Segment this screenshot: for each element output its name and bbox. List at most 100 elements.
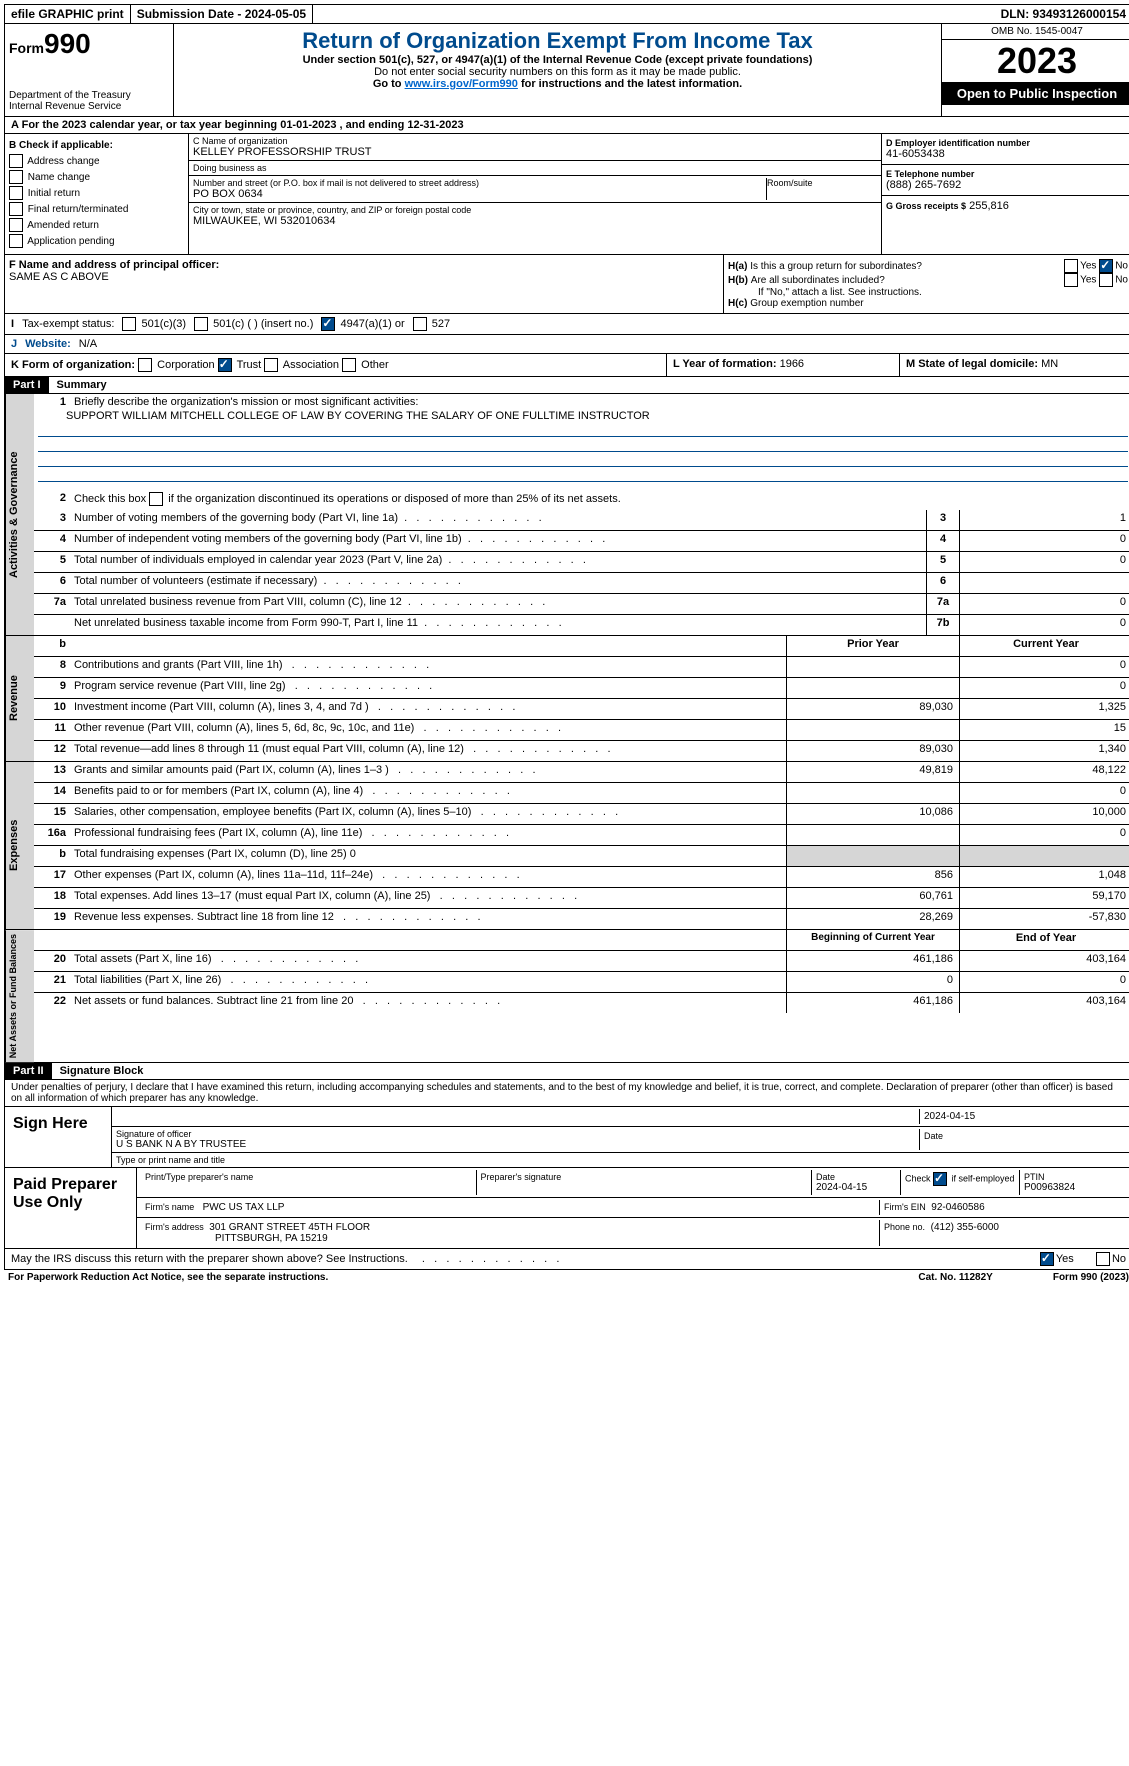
data-row: 14 Benefits paid to or for members (Part…	[34, 783, 1129, 804]
no-label-2: No	[1115, 275, 1128, 286]
prep-date: 2024-04-15	[816, 1182, 896, 1193]
ein-label: D Employer identification number	[886, 138, 1128, 148]
row-prior: 28,269	[786, 909, 959, 929]
row-num: 8	[34, 657, 70, 677]
row-val: 0	[959, 615, 1129, 635]
chk-self-employed[interactable]	[933, 1172, 947, 1186]
rev-header: b Prior Year Current Year	[34, 636, 1129, 657]
chk-4947[interactable]: 4947(a)(1) or	[321, 317, 404, 331]
chk-initial[interactable]: Initial return	[9, 186, 184, 202]
mission-line	[38, 467, 1128, 482]
row-desc: Other revenue (Part VIII, column (A), li…	[70, 720, 786, 740]
section-a: A For the 2023 calendar year, or tax yea…	[4, 117, 1129, 134]
form-header: Form990 Department of the Treasury Inter…	[4, 24, 1129, 117]
col-prior: Prior Year	[786, 636, 959, 656]
row-prior	[786, 720, 959, 740]
chk-address[interactable]: Address change	[9, 154, 184, 170]
row-box: 3	[926, 510, 959, 530]
form-note-ssn: Do not enter social security numbers on …	[182, 66, 933, 78]
no-label-3: No	[1112, 1253, 1126, 1265]
m-label: M State of legal domicile:	[906, 358, 1038, 370]
firm-addr1: 301 GRANT STREET 45TH FLOOR	[209, 1222, 370, 1233]
row-num: 18	[34, 888, 70, 908]
row-prior	[786, 825, 959, 845]
discuss-no[interactable]: No	[1096, 1252, 1126, 1266]
opt-initial: Initial return	[28, 188, 80, 199]
row-num: 21	[34, 972, 70, 992]
chk-amended[interactable]: Amended return	[9, 218, 184, 234]
data-row: 12 Total revenue—add lines 8 through 11 …	[34, 741, 1129, 761]
goto-pre: Go to	[373, 78, 405, 90]
firm-addr-label: Firm's address	[145, 1222, 204, 1232]
city-label: City or town, state or province, country…	[193, 205, 877, 215]
opt-trust: Trust	[237, 359, 262, 371]
k-label: K Form of organization:	[11, 359, 135, 371]
box-b-title: B Check if applicable:	[9, 138, 184, 154]
form-num-big: 990	[44, 28, 91, 59]
no-label: No	[1115, 261, 1128, 272]
data-row: 21 Total liabilities (Part X, line 26) 0…	[34, 972, 1129, 993]
sign-date-top: 2024-04-15	[919, 1109, 1128, 1124]
row-prior: 0	[786, 972, 959, 992]
row-prior: 461,186	[786, 951, 959, 971]
tax-year: 2023	[942, 40, 1129, 82]
hb-note: If "No," attach a list. See instructions…	[728, 287, 1128, 298]
row-curr	[959, 846, 1129, 866]
row-num: 19	[34, 909, 70, 929]
row-prior	[786, 783, 959, 803]
chk-527[interactable]: 527	[413, 317, 450, 331]
chk-501c3[interactable]: 501(c)(3)	[122, 317, 186, 331]
data-row: 10 Investment income (Part VIII, column …	[34, 699, 1129, 720]
chk-name[interactable]: Name change	[9, 170, 184, 186]
col-begin: Beginning of Current Year	[786, 930, 959, 950]
firm-phone-label: Phone no.	[884, 1222, 925, 1232]
row-curr: 59,170	[959, 888, 1129, 908]
chk-pending[interactable]: Application pending	[9, 234, 184, 250]
prep-sig-label: Preparer's signature	[481, 1172, 808, 1182]
omb-number: OMB No. 1545-0047	[942, 24, 1129, 40]
row-desc: Total number of individuals employed in …	[70, 552, 926, 572]
hb-yes[interactable]: Yes	[1064, 273, 1096, 287]
data-row: 15 Salaries, other compensation, employe…	[34, 804, 1129, 825]
room-label: Room/suite	[767, 178, 877, 188]
col-curr: Current Year	[959, 636, 1129, 656]
row-curr: 15	[959, 720, 1129, 740]
chk-501c[interactable]: 501(c) ( ) (insert no.)	[194, 317, 313, 331]
irs-link[interactable]: www.irs.gov/Form990	[405, 78, 518, 90]
yes-label: Yes	[1080, 261, 1096, 272]
chk-assoc[interactable]: Association	[264, 359, 339, 371]
row-curr: 10,000	[959, 804, 1129, 824]
opt-final: Final return/terminated	[28, 204, 129, 215]
prep-name-label: Print/Type preparer's name	[145, 1172, 472, 1182]
ha-yes[interactable]: Yes	[1064, 259, 1096, 273]
submission-date: Submission Date - 2024-05-05	[131, 5, 313, 23]
gross-val: 255,816	[969, 200, 1009, 212]
row-desc: Total fundraising expenses (Part IX, col…	[70, 846, 786, 866]
hb-no[interactable]: No	[1099, 273, 1128, 287]
declaration: Under penalties of perjury, I declare th…	[4, 1080, 1129, 1107]
chk-other[interactable]: Other	[342, 359, 389, 371]
discuss-yes[interactable]: Yes	[1040, 1252, 1074, 1266]
row-curr: 0	[959, 657, 1129, 677]
row-prior: 60,761	[786, 888, 959, 908]
ha-no[interactable]: No	[1099, 259, 1128, 273]
chk-final[interactable]: Final return/terminated	[9, 202, 184, 218]
data-row: 16a Professional fundraising fees (Part …	[34, 825, 1129, 846]
firm-addr2: PITTSBURGH, PA 15219	[145, 1233, 875, 1244]
sig-date-label: Date	[924, 1131, 1124, 1141]
rev-section: Revenue b Prior Year Current Year 8 Cont…	[4, 636, 1129, 762]
row-curr: 1,325	[959, 699, 1129, 719]
dept-treasury: Department of the Treasury	[9, 90, 169, 101]
row-box: 5	[926, 552, 959, 572]
sign-here-label: Sign Here	[5, 1107, 112, 1167]
opt-amended: Amended return	[27, 220, 99, 231]
chk-corp[interactable]: Corporation	[138, 359, 215, 371]
footer-right: Form 990 (2023)	[1053, 1272, 1129, 1283]
gov-row: 4 Number of independent voting members o…	[34, 531, 1129, 552]
row-prior: 49,819	[786, 762, 959, 782]
footer: For Paperwork Reduction Act Notice, see …	[4, 1270, 1129, 1285]
chk-trust[interactable]: Trust	[218, 359, 262, 371]
chk-discontinued[interactable]	[149, 492, 163, 506]
hc-text: Group exemption number	[750, 298, 863, 309]
hdr-b: b	[34, 636, 70, 656]
